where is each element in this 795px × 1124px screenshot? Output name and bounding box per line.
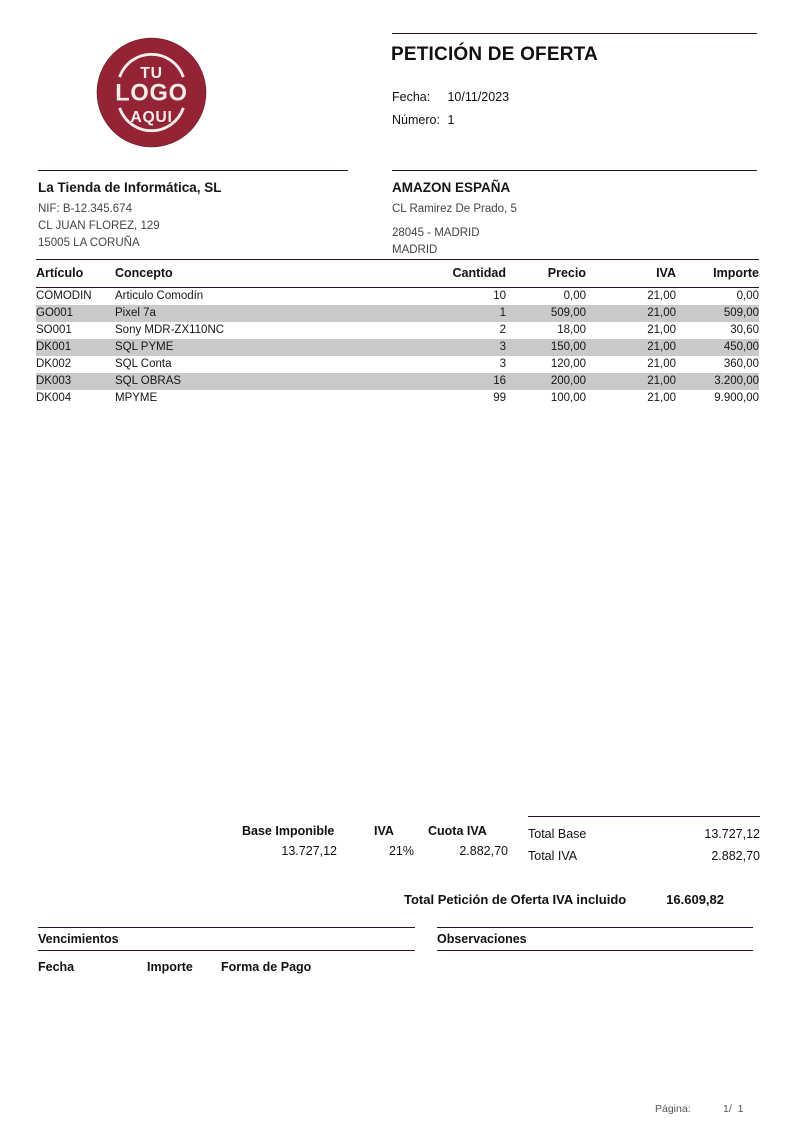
svg-text:TU: TU [140,65,162,82]
svg-text:AQUI: AQUI [130,109,172,126]
svg-text:LOGO: LOGO [115,81,187,107]
